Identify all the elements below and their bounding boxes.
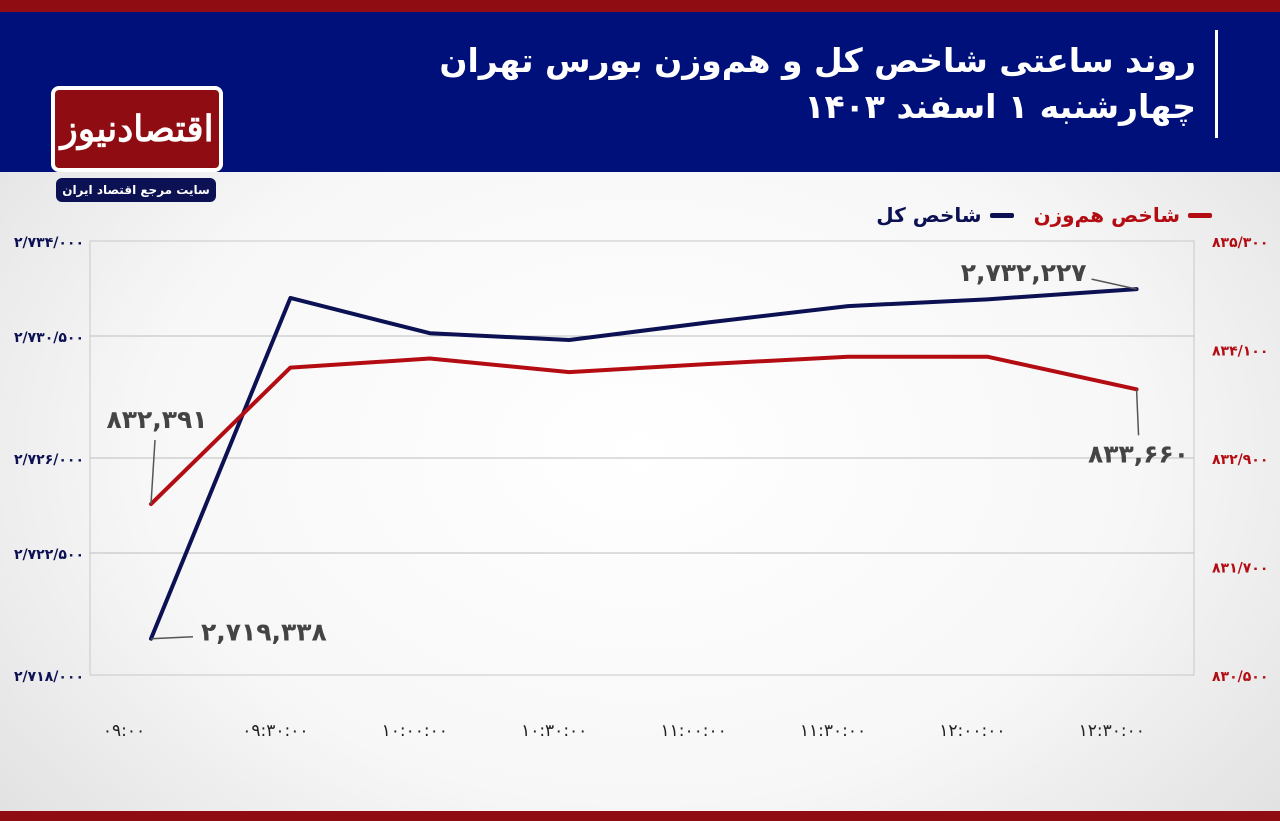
annotation-leader-line [1091,278,1137,290]
left-axis-tick-label: ۲/۷۲۲/۵۰۰ [14,547,84,563]
left-axis-tick-label: ۲/۷۳۰/۵۰۰ [14,330,84,346]
annotation-leader-line [1135,389,1140,436]
left-axis-tick-label: ۲/۷۱۸/۰۰۰ [14,669,84,685]
x-axis-tick-label: ۱۲:۳۰:۰۰ [1079,721,1145,741]
x-axis-tick-label: ۱۰:۳۰:۰۰ [521,721,587,741]
series-line-total-index [149,287,1139,641]
data-label: ۲,۷۱۹,۳۳۸ [201,618,327,647]
legend-label-total-index: شاخص کل [876,203,982,227]
x-axis-tick-label: ۱۱:۰۰:۰۰ [660,721,726,741]
right-axis-tick-label: ۸۳۱/۷۰۰ [1212,561,1268,577]
legend-item-equal-weight: شاخص هم‌وزن [1034,203,1212,227]
data-label: ۸۳۳,۶۶۰ [1088,439,1189,468]
top-accent-strip [0,0,1280,12]
data-label: ۲,۷۳۲,۲۲۷ [961,258,1087,287]
x-axis-tick-label: ۰۹:۰۰ [103,721,145,741]
left-axis-tick-label: ۲/۷۲۶/۰۰۰ [14,452,84,468]
legend-swatch-total-index [989,212,1014,218]
chart-title: روند ساعتی شاخص کل و هم‌وزن بورس تهران [439,41,1196,80]
legend-item-total-index: شاخص کل [876,203,1014,227]
title-divider [1215,30,1218,138]
legend-swatch-equal-weight [1188,212,1212,218]
bottom-accent-strip [0,811,1280,821]
legend-label-equal-weight: شاخص هم‌وزن [1033,203,1180,227]
chart-subtitle: چهارشنبه ۱ اسفند ۱۴۰۳ [804,87,1196,126]
left-axis-tick-label: ۲/۷۳۴/۰۰۰ [14,235,84,251]
x-axis-tick-label: ۱۰:۰۰:۰۰ [382,721,448,741]
logo: اقتصادنیوز [51,86,223,172]
series-line-equal-weight [149,354,1139,507]
logo-wordmark: اقتصادنیوز [60,108,214,150]
x-axis-tick-label: ۱۱:۳۰:۰۰ [800,721,866,741]
right-axis-tick-label: ۸۳۲/۹۰۰ [1212,452,1268,468]
x-axis-tick-label: ۱۲:۰۰:۰۰ [939,721,1005,741]
x-axis-tick-label: ۰۹:۳۰:۰۰ [242,721,308,741]
data-label: ۸۳۲,۳۹۱ [106,405,207,434]
right-axis-tick-label: ۸۳۰/۵۰۰ [1212,669,1268,685]
right-axis-tick-label: ۸۳۵/۳۰۰ [1212,235,1268,251]
logo-tagline: سایت مرجع اقتصاد ایران [56,178,216,202]
annotation-leader-line [150,635,194,640]
chart-legend: شاخص هم‌وزن شاخص کل [876,201,1212,229]
right-axis-tick-label: ۸۳۴/۱۰۰ [1212,344,1268,360]
annotation-leader-line [150,439,156,505]
